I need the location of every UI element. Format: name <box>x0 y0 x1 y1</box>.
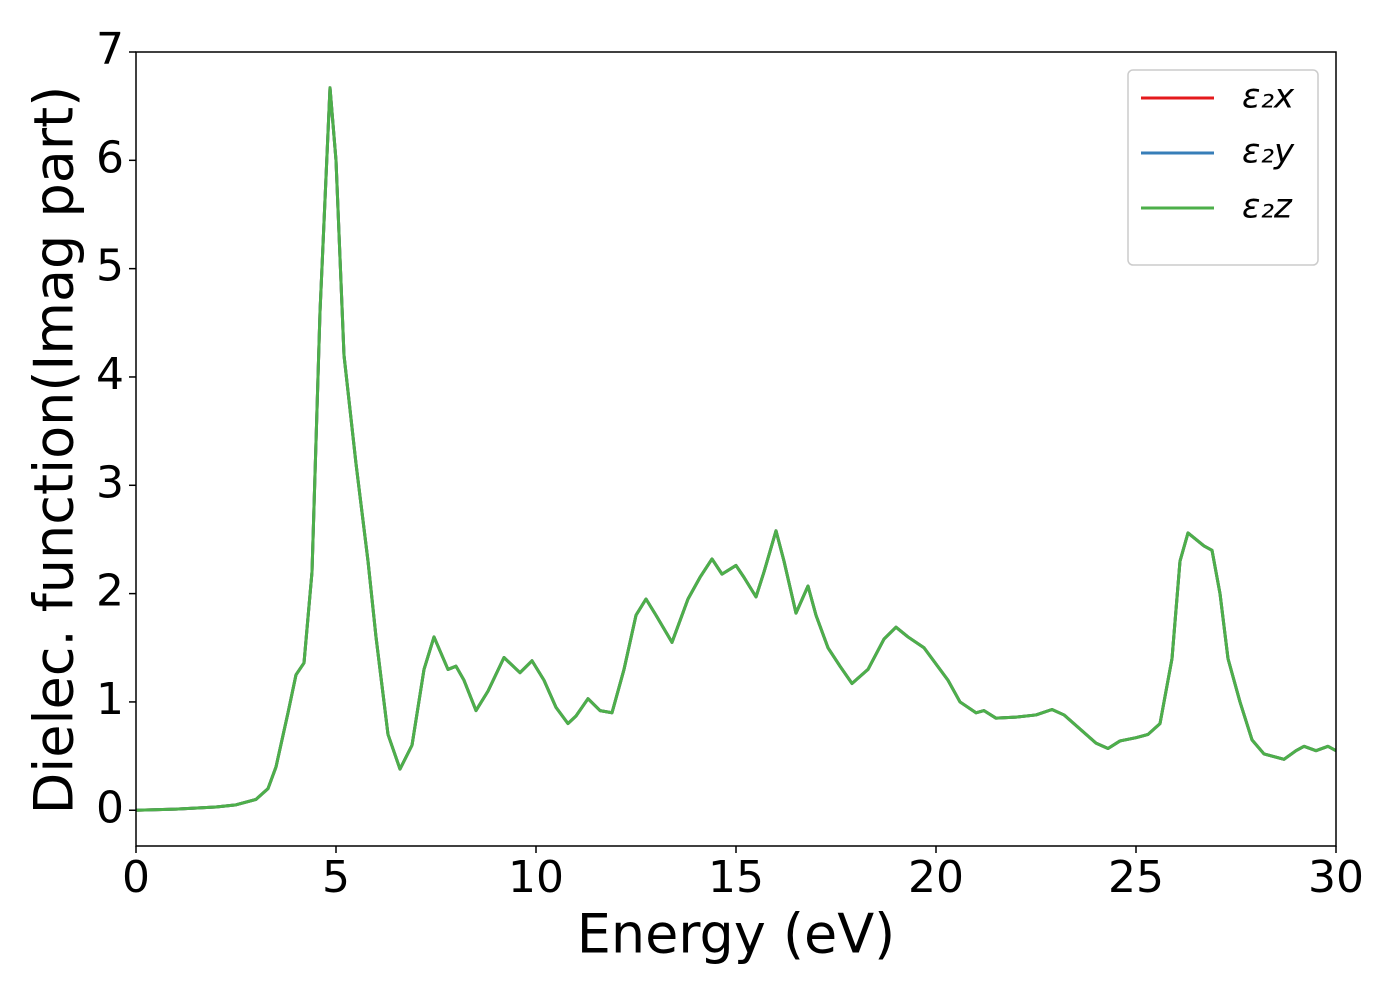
legend-label: ε₂z <box>1242 187 1293 227</box>
y-tick-label: 1 <box>96 674 124 725</box>
y-tick-label: 7 <box>96 24 124 75</box>
x-tick-label: 15 <box>708 852 764 903</box>
x-axis-label: Energy (eV) <box>577 903 896 966</box>
y-tick-label: 4 <box>96 349 124 400</box>
series-line <box>136 86 1336 812</box>
y-tick-label: 0 <box>96 782 124 833</box>
x-tick-label: 5 <box>322 852 350 903</box>
x-tick-label: 0 <box>122 852 150 903</box>
y-tick-label: 5 <box>96 241 124 292</box>
x-tick-label: 25 <box>1108 852 1164 903</box>
legend-label: ε₂y <box>1242 132 1295 172</box>
x-tick-label: 20 <box>908 852 964 903</box>
y-axis-label: Dielec. function(Imag part) <box>23 86 86 815</box>
plot-frame <box>135 51 1337 847</box>
x-tick-label: 10 <box>508 852 564 903</box>
y-tick-label: 2 <box>96 566 124 617</box>
x-tick-label: 30 <box>1308 852 1364 903</box>
y-tick-label: 3 <box>96 457 124 508</box>
legend-label: ε₂x <box>1242 77 1295 117</box>
legend-box <box>1127 69 1319 266</box>
y-tick-label: 6 <box>96 132 124 183</box>
